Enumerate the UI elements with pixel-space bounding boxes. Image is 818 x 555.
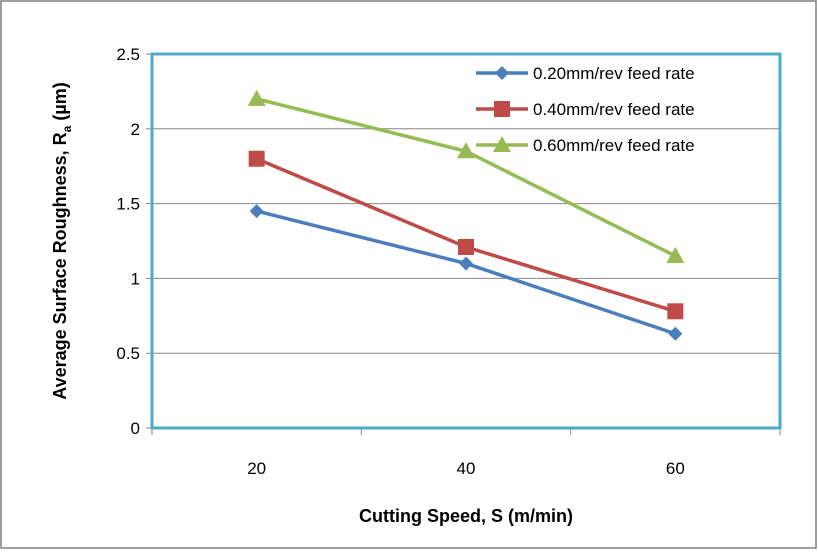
y-tick-label: 0.5 (116, 344, 140, 363)
x-tick-label: 40 (457, 459, 476, 478)
y-axis-title: Average Surface Roughness, Ra (µm) (50, 82, 74, 399)
x-axis-title: Cutting Speed, S (m/min) (359, 506, 573, 526)
legend-label: 0.20mm/rev feed rate (533, 64, 695, 83)
x-tick-label: 20 (247, 459, 266, 478)
y-axis-title-main: Average Surface Roughness, R (50, 132, 70, 399)
legend-label: 0.40mm/rev feed rate (533, 100, 695, 119)
data-point (667, 303, 684, 320)
y-tick-label: 1 (131, 269, 140, 288)
y-tick-label: 2.5 (116, 45, 140, 64)
legend-marker (494, 101, 510, 117)
series-1 (249, 204, 683, 341)
data-point (668, 326, 683, 341)
x-tick-label: 60 (666, 459, 685, 478)
legend-label: 0.60mm/rev feed rate (533, 136, 695, 155)
y-axis-title-subscript: a (60, 125, 74, 132)
series-2 (248, 150, 684, 320)
y-tick-label: 2 (131, 120, 140, 139)
legend-marker (493, 136, 511, 152)
data-point (249, 204, 264, 219)
data-point (457, 142, 475, 159)
plot-area-border (150, 52, 782, 430)
y-tick-label: 0 (131, 419, 140, 438)
series-group (247, 89, 685, 341)
data-point (248, 150, 265, 167)
legend-item: 0.20mm/rev feed rate (476, 64, 695, 83)
data-point (666, 246, 685, 263)
y-axis-title-unit: (µm) (50, 82, 70, 125)
data-point (458, 238, 474, 255)
data-point (247, 89, 266, 106)
y-tick-label: 1.5 (116, 195, 140, 214)
legend-marker (495, 66, 509, 80)
series-3 (247, 89, 685, 263)
y-axis: 0 0.5 1 1.5 2 2.5 (116, 45, 152, 438)
data-point (459, 256, 473, 271)
legend-item: 0.60mm/rev feed rate (476, 136, 695, 155)
legend: 0.20mm/rev feed rate 0.40mm/rev feed rate… (476, 64, 695, 155)
legend-item: 0.40mm/rev feed rate (476, 100, 695, 119)
